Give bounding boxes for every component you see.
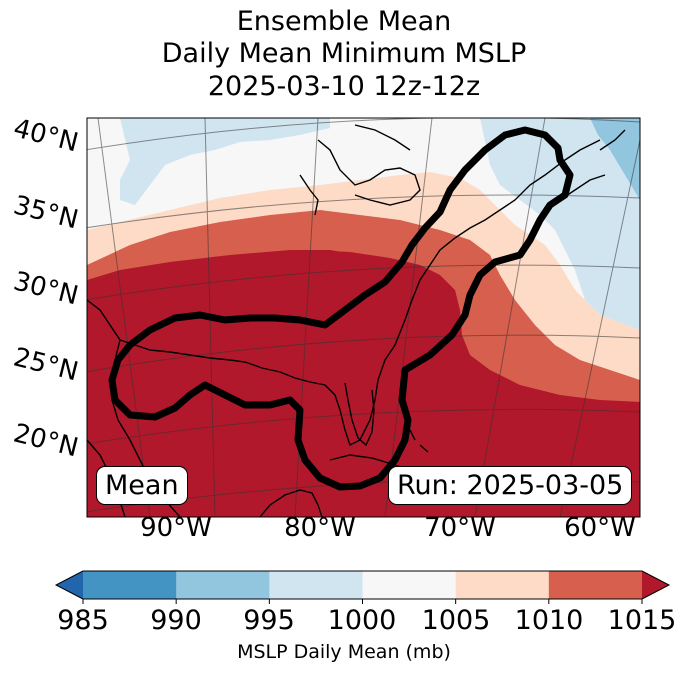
cbar-tick-1010: 1010 [514, 605, 584, 636]
colorbar-segment [455, 571, 550, 599]
colorbar-max-arrow [642, 571, 669, 599]
colorbar-segment [269, 571, 363, 599]
title-line-3: 2025-03-10 12z-12z [207, 71, 481, 102]
cbar-tick-1000: 1000 [327, 605, 397, 636]
colorbar-min-arrow [56, 571, 83, 599]
lon-label-60w: 60°W [564, 513, 636, 543]
map-panel [86, 117, 641, 518]
lon-label-90w: 90°W [140, 513, 212, 543]
colorbar-segment [548, 571, 643, 599]
cbar-tick-985: 985 [57, 605, 109, 636]
cbar-tick-995: 995 [243, 605, 295, 636]
light-blue-region-nw [120, 118, 330, 205]
run-date-box: Run: 2025-03-05 [388, 466, 633, 505]
colorbar-segment [362, 571, 457, 599]
mslp-contour [108, 126, 574, 491]
colorbar-segment [83, 571, 177, 599]
map-frame [86, 117, 641, 518]
mean-label-box: Mean [96, 466, 188, 505]
title-line-2: Daily Mean Minimum MSLP [161, 38, 527, 69]
colorbar-segment [176, 571, 270, 599]
lon-label-80w: 80°W [284, 513, 356, 543]
dark-red-gulf [87, 250, 380, 350]
blue-region-ne [590, 118, 640, 200]
cbar-tick-1015: 1015 [607, 605, 677, 636]
light-blue-region-ne [480, 118, 640, 330]
cbar-tick-990: 990 [150, 605, 202, 636]
title-line-1: Ensemble Mean [236, 6, 452, 37]
colorbar-outline [54, 570, 671, 600]
colorbar-label: MSLP Daily Mean (mb) [237, 641, 451, 663]
cbar-tick-1005: 1005 [421, 605, 491, 636]
lon-label-70w: 70°W [424, 513, 496, 543]
light-salmon-band [87, 172, 640, 380]
